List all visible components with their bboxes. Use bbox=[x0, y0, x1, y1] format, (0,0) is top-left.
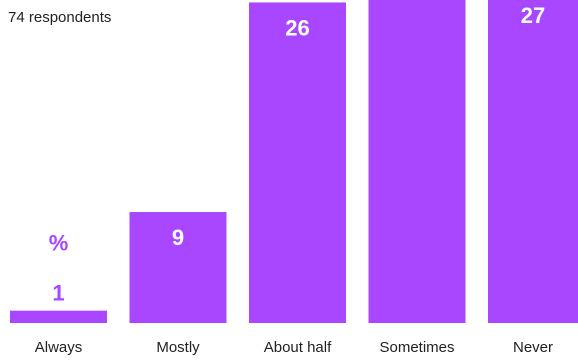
bar bbox=[10, 310, 107, 323]
bar bbox=[488, 0, 578, 324]
x-tick-label: Always bbox=[35, 339, 83, 356]
x-tick-label: About half bbox=[264, 339, 332, 356]
x-tick-label: Sometimes bbox=[379, 339, 454, 356]
subtitle: 74 respondents bbox=[8, 9, 111, 26]
value-label: 9 bbox=[172, 225, 184, 250]
value-label: 26 bbox=[285, 15, 309, 40]
value-label: 1 bbox=[52, 280, 64, 305]
value-label: 27 bbox=[521, 3, 545, 28]
bar bbox=[368, 0, 466, 323]
value-unit: % bbox=[49, 230, 69, 255]
bar bbox=[249, 2, 346, 324]
x-tick-label: Mostly bbox=[156, 339, 200, 356]
plot-area: 1%9263727 bbox=[10, 0, 578, 324]
bar bbox=[129, 212, 227, 323]
x-tick-label: Never bbox=[513, 339, 553, 356]
